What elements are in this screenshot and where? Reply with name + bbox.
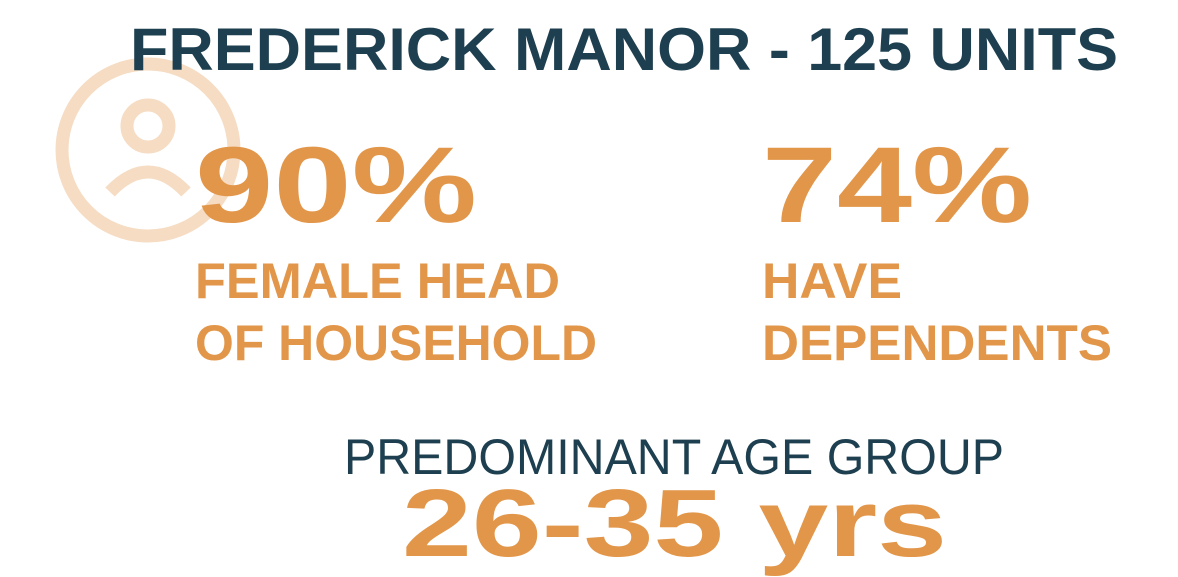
stat-value: 74% (762, 124, 1032, 245)
title: FREDERICK MANOR - 125 UNITS (130, 16, 1118, 83)
person-icon (55, 57, 241, 243)
stat-value: 90% (195, 124, 477, 245)
stat-label: FEMALE HEAD (195, 253, 560, 309)
stat-label: DEPENDENTS (762, 315, 1112, 371)
stat-label: OF HOUSEHOLD (195, 315, 597, 371)
age-value: 26-35 yrs (402, 470, 947, 577)
age-label: PREDOMINANT AGE GROUP (344, 429, 1004, 485)
stat-label: HAVE (762, 253, 902, 309)
